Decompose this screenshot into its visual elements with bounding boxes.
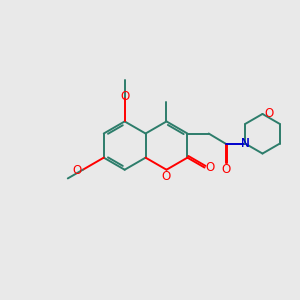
Text: O: O (264, 107, 274, 121)
Text: O: O (73, 164, 82, 176)
Text: O: O (120, 90, 129, 103)
Text: N: N (240, 137, 249, 150)
Text: O: O (221, 164, 230, 176)
Text: O: O (206, 161, 215, 174)
Text: N: N (241, 137, 250, 150)
Text: O: O (161, 170, 170, 183)
